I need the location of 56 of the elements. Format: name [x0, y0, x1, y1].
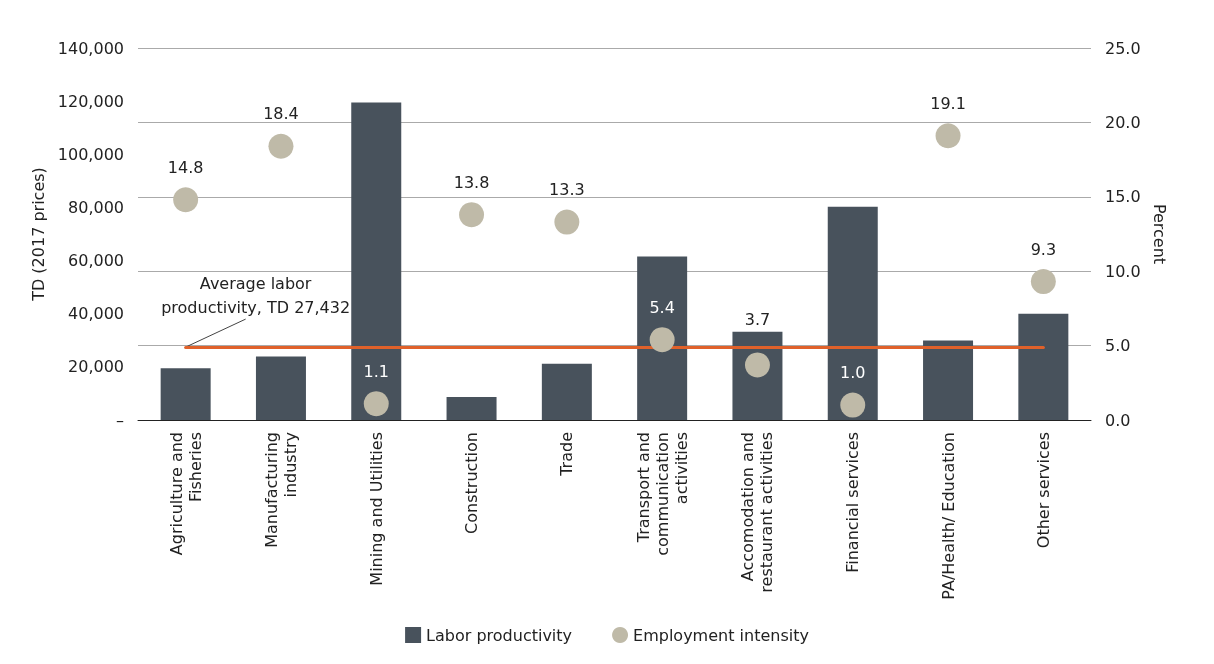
data-label: 3.7: [744, 309, 771, 329]
y2-tick-label: 25.0: [1105, 38, 1141, 58]
y-tick-label: 80,000: [68, 197, 124, 217]
y2-tick-label: 20.0: [1105, 112, 1141, 132]
data-label: 9.3: [1030, 239, 1057, 259]
y2-tick-label: 10.0: [1105, 261, 1141, 281]
x-tick-label: Manufacturing industry: [261, 432, 300, 548]
point: [935, 123, 961, 149]
y2-tick-label: 0.0: [1105, 410, 1131, 430]
y-tick-label: 140,000: [57, 38, 124, 58]
y-tick-label: 20,000: [68, 357, 124, 377]
data-label: 13.3: [549, 180, 585, 200]
bar: [351, 102, 402, 420]
x-tick-label: Mining and Utilities: [366, 432, 386, 586]
y2-tick-label: 5.0: [1105, 336, 1131, 356]
bar: [255, 356, 306, 420]
y-tick-label: 100,000: [57, 144, 124, 164]
point: [363, 391, 389, 417]
y-tick-label: –: [116, 410, 124, 430]
bar: [637, 256, 688, 420]
x-tick-label: Construction: [462, 432, 482, 534]
x-tick-label: Financial services: [843, 432, 863, 573]
bar: [1018, 313, 1069, 420]
x-tick-label: Agriculture and Fisheries: [166, 432, 205, 556]
data-label: 1.0: [840, 363, 866, 383]
data-label: 13.8: [453, 172, 490, 192]
x-tick-label: PA/Health/ Education: [938, 432, 958, 600]
data-label: 1.1: [363, 361, 389, 381]
bar: [923, 340, 974, 420]
bar: [446, 396, 497, 420]
y-tick-label: 120,000: [57, 91, 124, 111]
x-tick-label: Transport and communication activities: [633, 432, 691, 556]
y-tick-label: 60,000: [68, 251, 124, 271]
data-label: 14.8: [167, 157, 204, 177]
data-label: 5.4: [649, 297, 675, 317]
point: [173, 187, 199, 213]
point: [840, 392, 866, 418]
point: [1030, 269, 1056, 295]
point: [649, 327, 675, 353]
y2-axis-title: Percent: [1150, 203, 1170, 265]
x-tick-label: Trade: [557, 432, 577, 477]
y-tick-label: 40,000: [68, 304, 124, 324]
legend-label: Employment intensity: [633, 625, 809, 645]
y-axis-title: TD (2017 prices): [29, 167, 49, 302]
data-label: 19.1: [930, 93, 966, 113]
y2-tick-label: 15.0: [1105, 187, 1141, 207]
bar: [827, 206, 878, 420]
x-tick-label: Other services: [1033, 432, 1053, 549]
point: [459, 202, 485, 228]
point: [268, 133, 294, 159]
ref-line-label: Average labor productivity, TD 27,432: [161, 273, 351, 317]
bar: [541, 363, 592, 420]
bar: [160, 368, 211, 420]
data-label: 18.4: [263, 104, 299, 124]
legend-label: Labor productivity: [426, 625, 573, 645]
point: [554, 209, 580, 235]
